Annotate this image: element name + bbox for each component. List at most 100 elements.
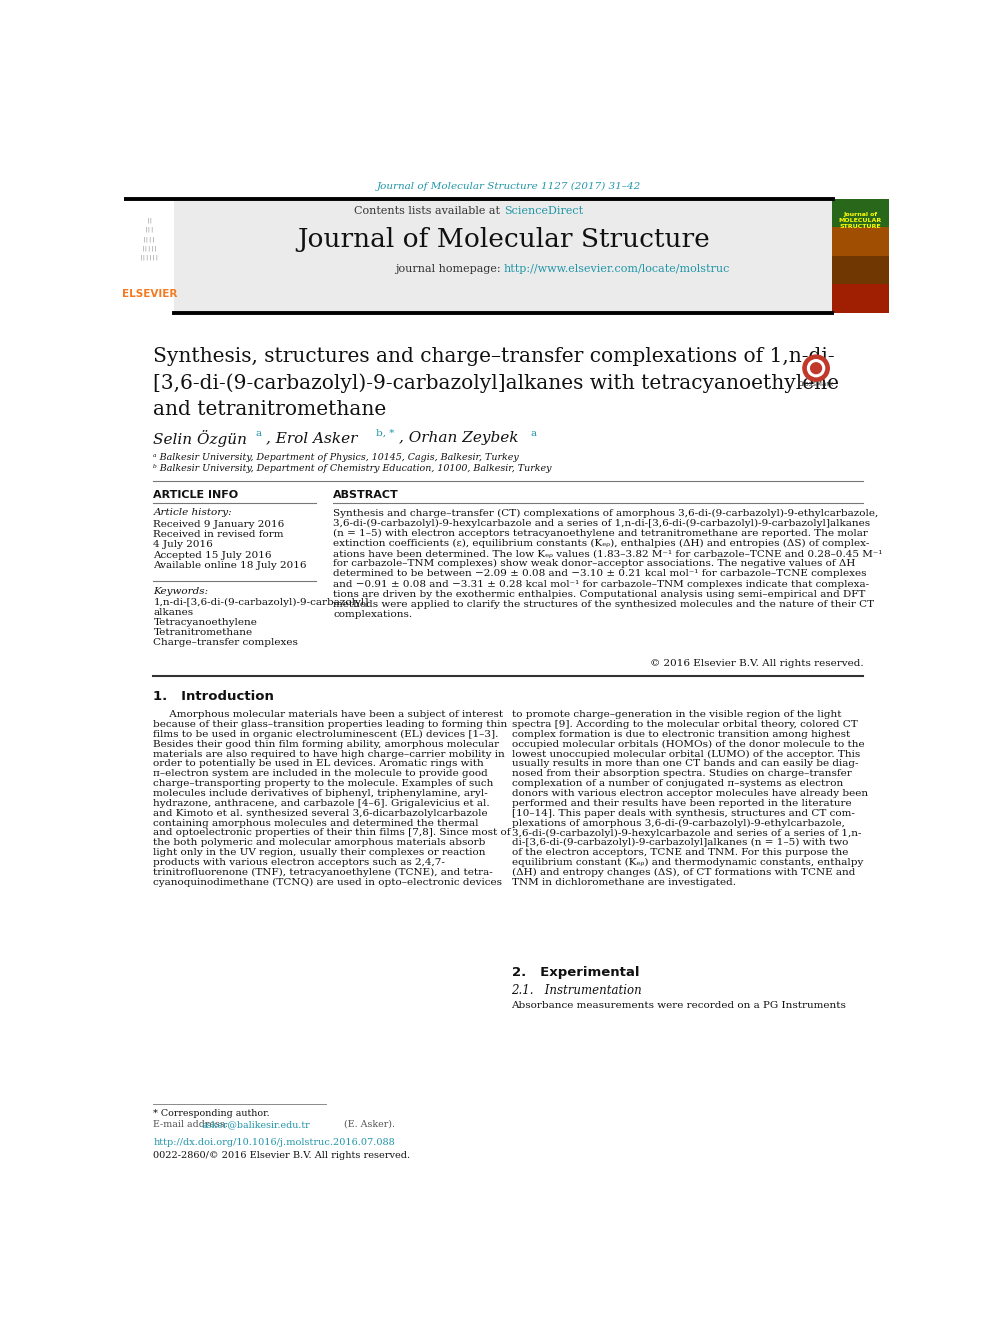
Bar bbox=[831, 255, 889, 284]
Text: occupied molecular orbitals (HOMOs) of the donor molecule to the: occupied molecular orbitals (HOMOs) of t… bbox=[512, 740, 864, 749]
Text: http://www.elsevier.com/locate/molstruc: http://www.elsevier.com/locate/molstruc bbox=[504, 263, 730, 274]
Text: ScienceDirect: ScienceDirect bbox=[504, 206, 583, 216]
Text: ᵃ Balkesir University, Department of Physics, 10145, Cagis, Balkesir, Turkey: ᵃ Balkesir University, Department of Phy… bbox=[154, 452, 519, 462]
Text: Selin Özgün: Selin Özgün bbox=[154, 430, 247, 447]
Text: usually results in more than one CT bands and can easily be diag-: usually results in more than one CT band… bbox=[512, 759, 858, 769]
Text: spectra [9]. According to the molecular orbital theory, colored CT: spectra [9]. According to the molecular … bbox=[512, 720, 857, 729]
Text: (E. Asker).: (E. Asker). bbox=[341, 1119, 395, 1129]
Text: 3,6-di-(9-carbazolyl)-9-hexylcarbazole and series of a series of 1,n-: 3,6-di-(9-carbazolyl)-9-hexylcarbazole a… bbox=[512, 828, 861, 837]
Text: complexations.: complexations. bbox=[333, 610, 413, 619]
Text: ELSEVIER: ELSEVIER bbox=[122, 288, 178, 299]
Text: © 2016 Elsevier B.V. All rights reserved.: © 2016 Elsevier B.V. All rights reserved… bbox=[650, 659, 863, 668]
Text: Tetracyanoethylene: Tetracyanoethylene bbox=[154, 618, 257, 627]
Text: hydrazone, anthracene, and carbazole [4–6]. Grigalevicius et al.: hydrazone, anthracene, and carbazole [4–… bbox=[154, 799, 490, 808]
Text: ARTICLE INFO: ARTICLE INFO bbox=[154, 491, 238, 500]
Text: Synthesis, structures and charge–transfer complexations of 1,n-di-
[3,6-di-(9-ca: Synthesis, structures and charge–transfe… bbox=[154, 348, 839, 419]
Text: a: a bbox=[256, 429, 262, 438]
Text: , Erol Asker: , Erol Asker bbox=[266, 431, 357, 446]
Text: Keywords:: Keywords: bbox=[154, 587, 208, 595]
Text: asker@balikesir.edu.tr: asker@balikesir.edu.tr bbox=[201, 1119, 310, 1129]
Text: the both polymeric and molecular amorphous materials absorb: the both polymeric and molecular amorpho… bbox=[154, 839, 486, 847]
Text: Accepted 15 July 2016: Accepted 15 July 2016 bbox=[154, 550, 272, 560]
Text: complexation of a number of conjugated π–systems as electron: complexation of a number of conjugated π… bbox=[512, 779, 843, 789]
Text: to promote charge–generation in the visible region of the light: to promote charge–generation in the visi… bbox=[512, 710, 841, 720]
Text: (n = 1–5) with electron acceptors tetracyanoethylene and tetranitromethane are r: (n = 1–5) with electron acceptors tetrac… bbox=[333, 529, 868, 538]
Bar bbox=[831, 198, 889, 312]
Text: trinitrofluorenone (TNF), tetracyanoethylene (TCNE), and tetra-: trinitrofluorenone (TNF), tetracyanoethy… bbox=[154, 868, 493, 877]
Text: di-[3,6-di-(9-carbazolyl)-9-carbazolyl]alkanes (n = 1–5) with two: di-[3,6-di-(9-carbazolyl)-9-carbazolyl]a… bbox=[512, 839, 848, 848]
Text: containing amorphous molecules and determined the thermal: containing amorphous molecules and deter… bbox=[154, 819, 479, 828]
Text: ABSTRACT: ABSTRACT bbox=[333, 491, 399, 500]
Bar bbox=[831, 198, 889, 228]
Circle shape bbox=[810, 363, 821, 373]
Text: ||: || bbox=[147, 217, 153, 224]
Text: 4 July 2016: 4 July 2016 bbox=[154, 540, 213, 549]
Text: performed and their results have been reported in the literature: performed and their results have been re… bbox=[512, 799, 851, 808]
Text: ||||||: |||||| bbox=[140, 254, 160, 261]
Text: Received in revised form: Received in revised form bbox=[154, 531, 284, 540]
Text: Tetranitromethane: Tetranitromethane bbox=[154, 628, 253, 638]
Text: order to potentially be used in EL devices. Aromatic rings with: order to potentially be used in EL devic… bbox=[154, 759, 484, 769]
Text: nosed from their absorption spectra. Studies on charge–transfer: nosed from their absorption spectra. Stu… bbox=[512, 770, 851, 778]
Circle shape bbox=[803, 355, 829, 381]
Text: Journal of Molecular Structure 1127 (2017) 31–42: Journal of Molecular Structure 1127 (201… bbox=[376, 183, 641, 191]
Text: cyanoquinodimethane (TCNQ) are used in opto–electronic devices: cyanoquinodimethane (TCNQ) are used in o… bbox=[154, 877, 503, 886]
Text: |||: ||| bbox=[145, 226, 155, 233]
Text: * Corresponding author.: * Corresponding author. bbox=[154, 1109, 270, 1118]
Text: complex formation is due to electronic transition among highest: complex formation is due to electronic t… bbox=[512, 730, 850, 740]
Text: Journal of
MOLECULAR
STRUCTURE: Journal of MOLECULAR STRUCTURE bbox=[838, 212, 882, 229]
Text: 1,n-di-[3,6-di-(9-carbazolyl)-9-carbazolyl]: 1,n-di-[3,6-di-(9-carbazolyl)-9-carbazol… bbox=[154, 598, 369, 607]
Text: alkanes: alkanes bbox=[154, 609, 193, 617]
Text: Charge–transfer complexes: Charge–transfer complexes bbox=[154, 639, 299, 647]
Text: [10–14]. This paper deals with synthesis, structures and CT com-: [10–14]. This paper deals with synthesis… bbox=[512, 808, 854, 818]
Text: http://dx.doi.org/10.1016/j.molstruc.2016.07.088: http://dx.doi.org/10.1016/j.molstruc.201… bbox=[154, 1138, 395, 1147]
Text: and −0.91 ± 0.08 and −3.31 ± 0.28 kcal mol⁻¹ for carbazole–TNM complexes indicat: and −0.91 ± 0.08 and −3.31 ± 0.28 kcal m… bbox=[333, 579, 869, 589]
Text: extinction coefficients (ε), equilibrium constants (Kₑᵨ), enthalpies (ΔH) and en: extinction coefficients (ε), equilibrium… bbox=[333, 538, 870, 548]
Text: products with various electron acceptors such as 2,4,7-: products with various electron acceptors… bbox=[154, 859, 445, 867]
Text: charge–transporting property to the molecule. Examples of such: charge–transporting property to the mole… bbox=[154, 779, 494, 789]
Text: ᵇ Balkesir University, Department of Chemistry Education, 10100, Balkesir, Turke: ᵇ Balkesir University, Department of Che… bbox=[154, 464, 552, 472]
Text: light only in the UV region, usually their complexes or reaction: light only in the UV region, usually the… bbox=[154, 848, 486, 857]
Text: ||||: |||| bbox=[143, 235, 156, 242]
Text: of the electron acceptors, TCNE and TNM. For this purpose the: of the electron acceptors, TCNE and TNM.… bbox=[512, 848, 848, 857]
Text: Available online 18 July 2016: Available online 18 July 2016 bbox=[154, 561, 307, 570]
Text: Besides their good thin film forming ability, amorphous molecular: Besides their good thin film forming abi… bbox=[154, 740, 500, 749]
Text: and optoelectronic properties of their thin films [7,8]. Since most of: and optoelectronic properties of their t… bbox=[154, 828, 511, 837]
Bar bbox=[175, 198, 831, 312]
Text: Contents lists available at: Contents lists available at bbox=[354, 206, 504, 216]
Text: determined to be between −2.09 ± 0.08 and −3.10 ± 0.21 kcal mol⁻¹ for carbazole–: determined to be between −2.09 ± 0.08 an… bbox=[333, 569, 867, 578]
Bar bbox=[831, 284, 889, 312]
Text: journal homepage:: journal homepage: bbox=[395, 263, 504, 274]
Text: methods were applied to clarify the structures of the synthesized molecules and : methods were applied to clarify the stru… bbox=[333, 599, 874, 609]
Text: Received 9 January 2016: Received 9 January 2016 bbox=[154, 520, 285, 529]
Text: plexations of amorphous 3,6-di-(9-carbazolyl)-9-ethylcarbazole,: plexations of amorphous 3,6-di-(9-carbaz… bbox=[512, 819, 844, 828]
Text: , Orhan Zeybek: , Orhan Zeybek bbox=[399, 431, 519, 446]
Circle shape bbox=[807, 360, 824, 377]
Text: molecules include derivatives of biphenyl, triphenylamine, aryl-: molecules include derivatives of bipheny… bbox=[154, 789, 488, 798]
Text: 1.   Introduction: 1. Introduction bbox=[154, 689, 275, 703]
Text: π–electron system are included in the molecule to provide good: π–electron system are included in the mo… bbox=[154, 770, 488, 778]
Text: 2.   Experimental: 2. Experimental bbox=[512, 966, 639, 979]
Text: for carbazole–TNM complexes) show weak donor–acceptor associations. The negative: for carbazole–TNM complexes) show weak d… bbox=[333, 560, 856, 569]
Text: (ΔH) and entropy changes (ΔS), of CT formations with TCNE and: (ΔH) and entropy changes (ΔS), of CT for… bbox=[512, 868, 855, 877]
Text: lowest unoccupied molecular orbital (LUMO) of the acceptor. This: lowest unoccupied molecular orbital (LUM… bbox=[512, 750, 860, 758]
Text: ations have been determined. The low Kₑᵨ values (1.83–3.82 M⁻¹ for carbazole–TCN: ations have been determined. The low Kₑᵨ… bbox=[333, 549, 883, 558]
Text: and Kimoto et al. synthesized several 3,6-dicarbazolylcarbazole: and Kimoto et al. synthesized several 3,… bbox=[154, 808, 488, 818]
Text: 0022-2860/© 2016 Elsevier B.V. All rights reserved.: 0022-2860/© 2016 Elsevier B.V. All right… bbox=[154, 1151, 411, 1160]
Text: TNM in dichloromethane are investigated.: TNM in dichloromethane are investigated. bbox=[512, 877, 735, 886]
Text: 3,6-di-(9-carbazolyl)-9-hexylcarbazole and a series of 1,n-di-[3,6-di-(9-carbazo: 3,6-di-(9-carbazolyl)-9-hexylcarbazole a… bbox=[333, 519, 870, 528]
Text: Amorphous molecular materials have been a subject of interest: Amorphous molecular materials have been … bbox=[154, 710, 504, 720]
Text: Article history:: Article history: bbox=[154, 508, 232, 517]
Text: donors with various electron acceptor molecules have already been: donors with various electron acceptor mo… bbox=[512, 789, 868, 798]
Text: Journal of Molecular Structure: Journal of Molecular Structure bbox=[298, 228, 710, 253]
Text: Absorbance measurements were recorded on a PG Instruments: Absorbance measurements were recorded on… bbox=[512, 1002, 846, 1011]
Text: Synthesis and charge–transfer (CT) complexations of amorphous 3,6-di-(9-carbazol: Synthesis and charge–transfer (CT) compl… bbox=[333, 508, 879, 517]
Text: E-mail address:: E-mail address: bbox=[154, 1119, 231, 1129]
Bar bbox=[128, 204, 173, 311]
Text: tions are driven by the exothermic enthalpies. Computational analysis using semi: tions are driven by the exothermic entha… bbox=[333, 590, 866, 599]
Text: b, *: b, * bbox=[376, 429, 394, 438]
Text: 2.1.   Instrumentation: 2.1. Instrumentation bbox=[512, 984, 642, 996]
Text: because of their glass–transition properties leading to forming thin: because of their glass–transition proper… bbox=[154, 720, 508, 729]
Text: |||||: ||||| bbox=[142, 245, 158, 251]
Text: a: a bbox=[530, 429, 537, 438]
